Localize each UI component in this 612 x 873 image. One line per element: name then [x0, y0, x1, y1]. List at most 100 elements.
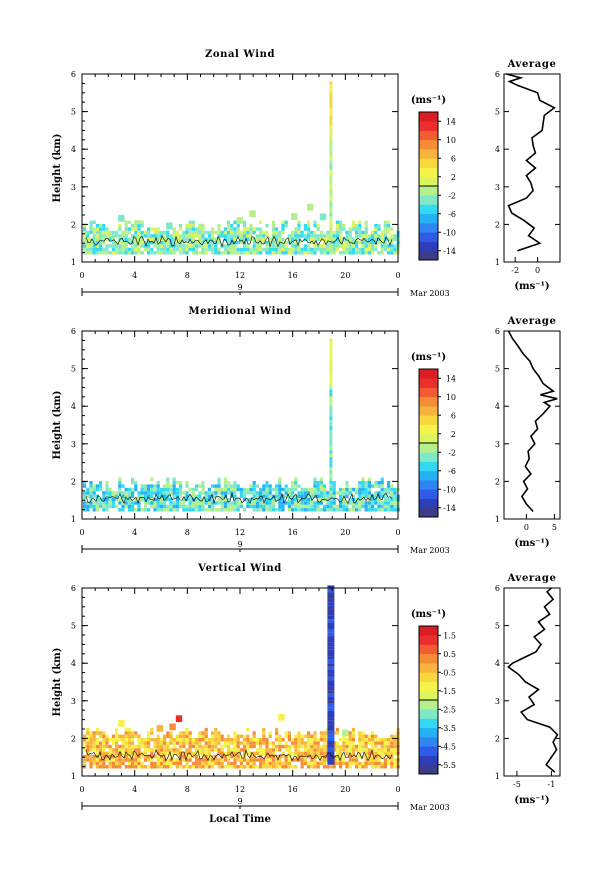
heatmap-cell — [383, 240, 387, 245]
heatmap-cell — [179, 765, 183, 769]
heatmap-cell — [303, 761, 307, 766]
heatmap-cell — [140, 494, 144, 498]
heatmap-cell — [236, 247, 240, 252]
heatmap-cell — [259, 504, 263, 509]
heatmap-cell — [124, 244, 128, 248]
heatmap-cell — [111, 494, 115, 498]
heatmap-cell — [169, 487, 173, 492]
heatmap-cell — [278, 501, 282, 505]
heatmap-cell — [239, 251, 243, 255]
heatmap-cell — [179, 487, 183, 492]
heatmap-cell — [393, 251, 397, 255]
heatmap-cell — [271, 761, 275, 766]
heatmap-cell — [236, 758, 240, 762]
heatmap-cell — [310, 734, 314, 738]
heatmap-cell — [243, 224, 247, 228]
heatmap-cell — [364, 504, 368, 509]
heatmap-cell — [243, 234, 247, 238]
panel-title: Zonal Wind — [205, 49, 275, 60]
heatmap-cell — [236, 504, 240, 509]
heatmap-cell — [358, 744, 362, 749]
spike-cell — [329, 196, 333, 200]
heatmap-cell — [108, 491, 112, 495]
heatmap-cell — [227, 765, 231, 769]
heatmap-cell — [361, 731, 365, 735]
heatmap-cell — [227, 758, 231, 762]
heatmap-cell — [223, 741, 227, 745]
heatmap-cell — [291, 497, 295, 502]
heatmap-cell — [335, 491, 339, 495]
heatmap-cell — [291, 237, 295, 241]
heatmap-cell — [86, 734, 90, 738]
heatmap-cell — [268, 237, 272, 241]
profile-y-tick-label: 5 — [495, 622, 500, 631]
heatmap-cell — [86, 751, 90, 755]
colorbar-swatch — [419, 223, 438, 233]
heatmap-cell — [191, 247, 195, 252]
heatmap-cell — [233, 738, 237, 742]
heatmap-cell — [211, 484, 215, 488]
heatmap-cell — [284, 244, 288, 248]
heatmap-cell — [259, 247, 263, 252]
colorbar-swatch — [419, 158, 438, 168]
heatmap-cell — [83, 761, 87, 766]
heatmap-cell — [307, 234, 311, 238]
heatmap-cell — [259, 487, 263, 492]
heatmap-cell — [249, 761, 253, 766]
heatmap-cell — [265, 240, 269, 245]
heatmap-cell — [102, 240, 106, 245]
colorbar-swatch — [419, 378, 438, 388]
spike-cell — [329, 227, 333, 231]
heatmap-cell — [236, 230, 240, 235]
heatmap-cell — [220, 758, 224, 762]
heatmap-cell — [380, 487, 384, 492]
heatmap-cell — [102, 748, 106, 752]
heatmap-cell — [195, 234, 199, 238]
heatmap-cell — [371, 244, 375, 248]
heatmap-cell — [281, 501, 285, 505]
heatmap-cell — [214, 761, 218, 766]
heatmap-cell — [102, 761, 106, 766]
heatmap-cell — [92, 744, 96, 749]
heatmap-cell — [367, 484, 371, 488]
heatmap-cell — [387, 487, 391, 492]
heatmap-cell — [220, 491, 224, 495]
profile-line — [507, 330, 558, 513]
heatmap-cell — [127, 741, 131, 745]
spike-cell — [329, 355, 333, 359]
heatmap-cell — [377, 251, 381, 255]
heatmap-cell — [137, 734, 141, 738]
heatmap-cell — [166, 761, 170, 766]
heatmap-cell — [223, 508, 227, 512]
heatmap-cell — [95, 758, 99, 762]
heatmap-cell — [102, 501, 106, 505]
heatmap-cell — [131, 487, 135, 492]
heatmap-cell — [185, 234, 189, 238]
heatmap-cell — [252, 508, 256, 512]
heatmap-cell — [220, 754, 224, 759]
heatmap-cell — [182, 754, 186, 759]
heatmap-cell — [367, 487, 371, 492]
heatmap-cell — [227, 481, 231, 485]
heatmap-cell — [105, 758, 109, 762]
heatmap-cell — [185, 748, 189, 752]
heatmap-cell — [118, 227, 122, 231]
heatmap-cell — [150, 477, 154, 481]
heatmap-cell — [297, 754, 301, 759]
profile-y-tick-label: 2 — [495, 220, 500, 229]
heatmap-cell — [390, 487, 394, 492]
profile-frame — [503, 330, 561, 520]
heatmap-cell — [393, 758, 397, 762]
heatmap-cell — [86, 230, 90, 235]
spike-cell — [329, 426, 333, 430]
heatmap-cell — [271, 237, 275, 241]
heatmap-cell — [131, 751, 135, 755]
heatmap-cell — [371, 731, 375, 735]
heatmap-cell — [214, 501, 218, 505]
heatmap-cell — [332, 240, 336, 245]
heatmap-cell — [169, 734, 173, 738]
heatmap-cell — [92, 494, 96, 498]
heatmap-cell — [169, 751, 173, 755]
heatmap-cell — [217, 734, 221, 738]
